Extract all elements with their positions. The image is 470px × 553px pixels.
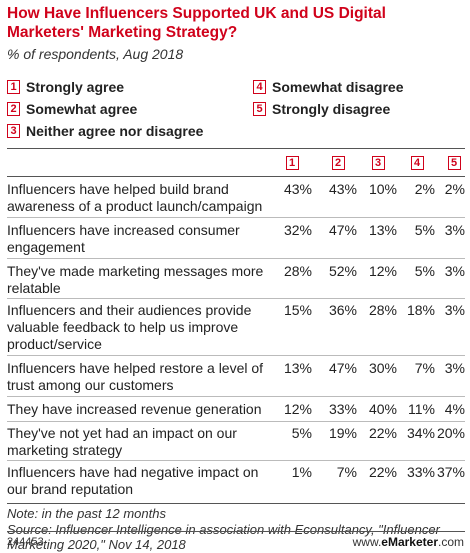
brand-suffix: .com xyxy=(437,535,464,549)
row-label: They've not yet had an impact on our mar… xyxy=(7,425,237,458)
cell-somewhat-disagree: 5% xyxy=(414,263,435,279)
row-label: Influencers have increased consumer enga… xyxy=(7,222,240,255)
cell-strongly-disagree: 37% xyxy=(436,464,465,480)
row-divider xyxy=(7,396,465,397)
cell-somewhat-agree: 7% xyxy=(336,464,357,480)
cell-strongly-disagree: 2% xyxy=(444,181,465,197)
chart-title: How Have Influencers Supported UK and US… xyxy=(7,5,386,41)
table-bottom-rule xyxy=(7,503,465,504)
brand-name: eMarketer xyxy=(381,535,438,549)
cell-somewhat-disagree: 34% xyxy=(406,425,435,441)
cell-strongly-disagree: 4% xyxy=(444,401,465,417)
cell-strongly-agree: 43% xyxy=(283,181,312,197)
cell-strongly-disagree: 3% xyxy=(444,222,465,238)
cell-strongly-disagree: 3% xyxy=(444,263,465,279)
note-text: Note: in the past 12 months xyxy=(7,506,166,521)
cell-somewhat-agree: 52% xyxy=(328,263,357,279)
chart-subtitle: % of respondents, Aug 2018 xyxy=(7,46,184,62)
cell-somewhat-disagree: 18% xyxy=(406,302,435,318)
cell-strongly-agree: 5% xyxy=(291,425,312,441)
row-label: Influencers have helped restore a level … xyxy=(7,360,264,393)
legend-item-4: 4 Somewhat disagree xyxy=(253,78,404,96)
cell-neither: 22% xyxy=(368,464,397,480)
column-key-2: 2 xyxy=(331,156,345,170)
cell-neither: 28% xyxy=(368,302,397,318)
row-label: They have increased revenue generation xyxy=(7,401,262,417)
cell-strongly-disagree: 20% xyxy=(436,425,465,441)
row-label: Influencers have helped build brand awar… xyxy=(7,181,263,214)
column-header-5: 5 xyxy=(434,156,470,170)
legend-item-1: 1 Strongly agree xyxy=(7,78,124,96)
row-divider xyxy=(7,355,465,356)
cell-strongly-agree: 15% xyxy=(283,302,312,318)
legend-label-5: Strongly disagree xyxy=(272,101,391,117)
cell-neither: 12% xyxy=(368,263,397,279)
chart-notes: Note: in the past 12 months Source: Infl… xyxy=(7,506,465,553)
column-key-1: 1 xyxy=(285,156,299,170)
column-key-4: 4 xyxy=(410,156,424,170)
legend-label-1: Strongly agree xyxy=(26,79,125,95)
row-label: They've made marketing messages more rel… xyxy=(7,263,264,296)
brand-prefix: www. xyxy=(352,535,382,549)
cell-neither: 10% xyxy=(368,181,397,197)
row-divider xyxy=(7,217,465,218)
legend-key-5: 5 xyxy=(253,102,266,116)
cell-neither: 13% xyxy=(368,222,397,238)
table-top-rule xyxy=(7,148,465,149)
legend-key-3: 3 xyxy=(7,124,20,138)
cell-neither: 30% xyxy=(368,360,397,376)
brand-link[interactable]: www.eMarketer.com xyxy=(353,535,464,549)
cell-somewhat-disagree: 5% xyxy=(414,222,435,238)
legend-label-2: Somewhat agree xyxy=(26,101,138,117)
cell-strongly-agree: 12% xyxy=(283,401,312,417)
legend-label-3: Neither agree nor disagree xyxy=(26,123,204,139)
chart-id: 244453 xyxy=(7,536,44,548)
footer-rule xyxy=(7,531,465,532)
cell-strongly-agree: 13% xyxy=(283,360,312,376)
legend-item-3: 3 Neither agree nor disagree xyxy=(7,122,203,140)
row-divider xyxy=(7,421,465,422)
cell-somewhat-disagree: 2% xyxy=(414,181,435,197)
legend-label-4: Somewhat disagree xyxy=(272,79,404,95)
source-text: Source: Influencer Intelligence in assoc… xyxy=(7,521,440,553)
row-divider xyxy=(7,460,465,461)
row-label: Influencers have had negative impact on … xyxy=(7,464,259,497)
legend-key-4: 4 xyxy=(253,80,266,94)
row-label: Influencers and their audiences provide … xyxy=(7,302,252,352)
cell-somewhat-agree: 47% xyxy=(328,222,357,238)
cell-strongly-agree: 28% xyxy=(283,263,312,279)
legend-item-2: 2 Somewhat agree xyxy=(7,100,137,118)
legend-key-1: 1 xyxy=(7,80,20,94)
cell-somewhat-disagree: 7% xyxy=(414,360,435,376)
cell-strongly-agree: 32% xyxy=(283,222,312,238)
column-header-1: 1 xyxy=(272,156,312,170)
cell-somewhat-agree: 36% xyxy=(328,302,357,318)
cell-somewhat-agree: 19% xyxy=(328,425,357,441)
column-header-4: 4 xyxy=(397,156,437,170)
cell-somewhat-disagree: 33% xyxy=(406,464,435,480)
column-key-5: 5 xyxy=(447,156,461,170)
cell-somewhat-agree: 47% xyxy=(328,360,357,376)
cell-somewhat-agree: 33% xyxy=(328,401,357,417)
legend-item-5: 5 Strongly disagree xyxy=(253,100,390,118)
column-header-2: 2 xyxy=(318,156,358,170)
cell-strongly-disagree: 3% xyxy=(444,302,465,318)
column-key-3: 3 xyxy=(371,156,385,170)
column-header-3: 3 xyxy=(358,156,398,170)
row-divider xyxy=(7,258,465,259)
row-divider xyxy=(7,298,465,299)
cell-neither: 40% xyxy=(368,401,397,417)
legend-key-2: 2 xyxy=(7,102,20,116)
table-header-rule xyxy=(7,176,465,177)
cell-strongly-disagree: 3% xyxy=(444,360,465,376)
cell-neither: 22% xyxy=(368,425,397,441)
cell-strongly-agree: 1% xyxy=(291,464,312,480)
cell-somewhat-agree: 43% xyxy=(328,181,357,197)
cell-somewhat-disagree: 11% xyxy=(408,401,435,417)
